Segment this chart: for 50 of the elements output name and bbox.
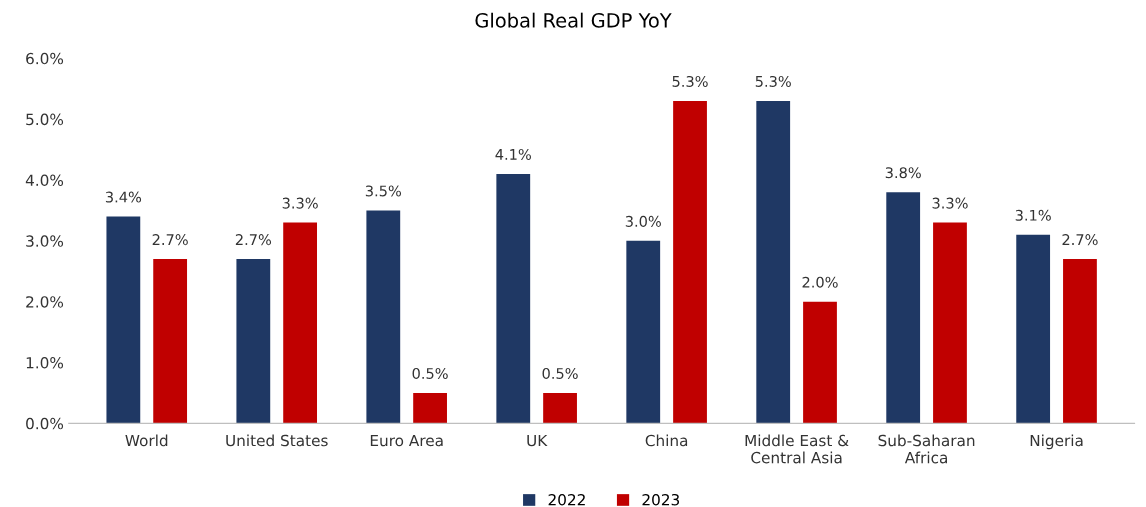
data-label: 2.7% bbox=[152, 234, 188, 246]
data-label: 3.0% bbox=[625, 215, 661, 227]
y-tick-label: 6.0% bbox=[26, 52, 64, 65]
bar bbox=[283, 222, 318, 424]
x-tick-label: Euro Area bbox=[370, 434, 443, 447]
bar bbox=[106, 216, 141, 424]
data-label: 3.3% bbox=[282, 197, 318, 209]
chart-title: Global Real GDP YoY bbox=[475, 12, 672, 28]
legend-label: 2022 bbox=[548, 493, 585, 506]
x-tick-label: United States bbox=[226, 434, 328, 447]
bar bbox=[413, 392, 447, 424]
data-label: 2.0% bbox=[802, 276, 838, 288]
x-tick-label: World bbox=[125, 434, 168, 447]
data-label: 3.1% bbox=[1015, 209, 1051, 221]
y-tick-label: 5.0% bbox=[26, 113, 64, 126]
data-label: 3.4% bbox=[105, 191, 142, 203]
y-tick-label: 0.0% bbox=[26, 417, 64, 430]
bar bbox=[496, 173, 531, 424]
bar bbox=[543, 392, 577, 424]
data-label: 5.3% bbox=[755, 75, 791, 87]
bar bbox=[153, 259, 188, 424]
data-label: 3.8% bbox=[885, 167, 921, 179]
data-label: 3.3% bbox=[932, 197, 968, 209]
data-label: 2.7% bbox=[235, 234, 272, 246]
bar bbox=[236, 259, 271, 424]
bar bbox=[933, 222, 967, 424]
bar bbox=[886, 192, 921, 424]
x-tick-label: Middle East & Central Asia bbox=[745, 434, 849, 464]
data-label: 2.7% bbox=[1062, 234, 1098, 246]
bar bbox=[366, 210, 401, 424]
data-label: 3.5% bbox=[365, 185, 402, 197]
bar bbox=[1063, 259, 1097, 424]
data-label: 0.5% bbox=[412, 367, 448, 379]
x-tick-label: China bbox=[645, 434, 688, 447]
bar bbox=[803, 301, 837, 424]
bar bbox=[626, 240, 661, 424]
bar bbox=[756, 100, 791, 424]
y-tick-label: 2.0% bbox=[26, 296, 64, 308]
x-tick-label: UK bbox=[527, 434, 548, 447]
bar bbox=[1016, 234, 1051, 424]
data-label: 0.5% bbox=[542, 367, 578, 379]
y-tick-label: 4.0% bbox=[25, 174, 64, 187]
data-label: 5.3% bbox=[672, 75, 708, 87]
data-label: 4.1% bbox=[495, 148, 531, 160]
x-tick-label: Sub-Saharan Africa bbox=[878, 434, 975, 464]
bar bbox=[673, 100, 707, 424]
y-tick-label: 1.0% bbox=[26, 356, 64, 369]
legend-label: 2023 bbox=[642, 493, 680, 506]
y-tick-label: 3.0% bbox=[26, 235, 64, 247]
x-tick-label: Nigeria bbox=[1030, 434, 1083, 450]
